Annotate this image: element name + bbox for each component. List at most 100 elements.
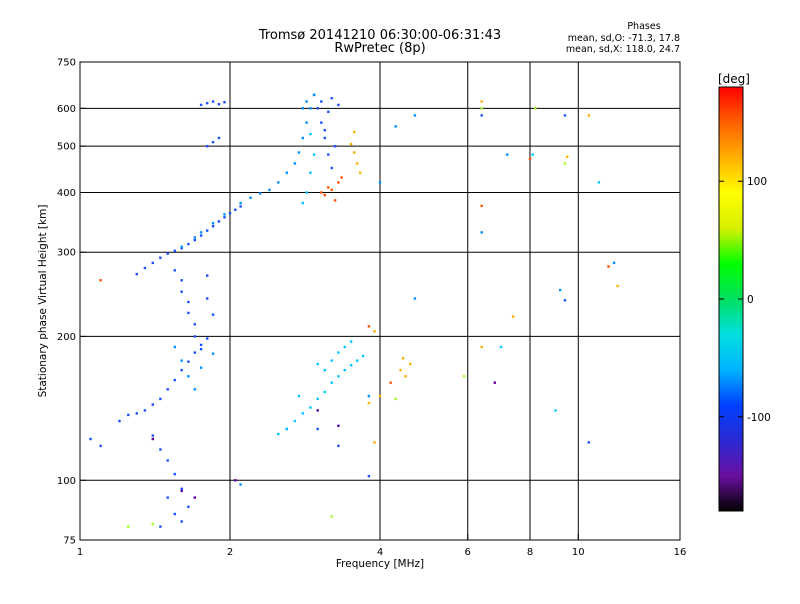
- data-point: [193, 238, 196, 242]
- data-point: [340, 176, 343, 179]
- data-point: [353, 130, 356, 134]
- data-point: [337, 424, 340, 427]
- data-point: [309, 132, 312, 136]
- data-point: [480, 100, 483, 103]
- y-tick-label: 75: [63, 536, 76, 547]
- data-point: [180, 245, 183, 248]
- data-point: [180, 520, 183, 523]
- data-point: [587, 114, 590, 117]
- data-point: [89, 437, 92, 441]
- data-point: [199, 348, 203, 351]
- data-point: [293, 419, 297, 423]
- data-point: [330, 188, 333, 192]
- data-point: [166, 388, 169, 391]
- x-tick-label: 6: [465, 547, 471, 558]
- data-point: [373, 441, 376, 444]
- data-point: [320, 191, 323, 194]
- data-point: [187, 505, 190, 508]
- data-point: [401, 357, 405, 360]
- data-point: [316, 409, 319, 412]
- data-point: [394, 125, 397, 128]
- data-point: [367, 475, 371, 478]
- y-tick-label: 300: [57, 248, 76, 259]
- colorbar-ticks: 100 0 -100: [719, 176, 771, 424]
- data-point: [193, 351, 196, 354]
- data-point: [277, 432, 280, 436]
- y-tick-label: 200: [57, 332, 76, 343]
- data-point: [333, 199, 337, 202]
- data-point: [180, 246, 183, 250]
- data-point: [99, 444, 102, 448]
- data-point: [239, 205, 242, 208]
- data-point: [127, 525, 130, 528]
- data-point: [99, 279, 102, 282]
- chart-subtitle: RwPretec (8p): [334, 41, 425, 56]
- data-point: [607, 265, 610, 268]
- data-point: [373, 330, 376, 333]
- data-point: [239, 201, 242, 205]
- data-point: [173, 249, 176, 252]
- data-point: [327, 110, 330, 113]
- data-point: [333, 145, 337, 148]
- data-point: [349, 340, 353, 343]
- data-point: [343, 368, 346, 372]
- data-point: [349, 364, 353, 367]
- data-point: [180, 487, 183, 490]
- data-point: [506, 153, 509, 156]
- x-tick-label: 10: [572, 547, 585, 558]
- data-point: [327, 153, 330, 156]
- data-point: [199, 366, 203, 369]
- data-point: [612, 261, 616, 265]
- data-point: [127, 413, 130, 417]
- data-point: [166, 496, 169, 499]
- data-point: [206, 229, 209, 232]
- data-point: [206, 102, 209, 105]
- x-tick-label: 8: [527, 547, 533, 558]
- data-point: [531, 153, 534, 156]
- data-point: [206, 274, 209, 277]
- data-point: [330, 359, 333, 362]
- data-point: [480, 231, 483, 234]
- data-point: [309, 406, 312, 409]
- data-point: [330, 381, 333, 384]
- data-point: [554, 409, 557, 412]
- x-axis-ticks: 1 2 4 6 8 10 16: [77, 534, 687, 558]
- data-point: [597, 181, 601, 184]
- x-tick-label: 16: [674, 547, 687, 558]
- y-tick-label: 750: [57, 58, 76, 69]
- data-point: [349, 142, 353, 146]
- colorbar-tick-label: 100: [747, 176, 767, 188]
- data-point: [211, 313, 215, 316]
- data-point: [316, 397, 319, 401]
- data-point: [337, 351, 340, 354]
- data-point: [199, 231, 203, 234]
- data-point: [223, 213, 226, 216]
- data-point: [404, 375, 407, 378]
- data-point: [361, 354, 365, 358]
- x-axis-label: Frequency [MHz]: [336, 558, 424, 570]
- data-point: [234, 479, 237, 482]
- data-point: [367, 394, 371, 398]
- data-point: [285, 171, 288, 174]
- y-axis-label: Stationary phase Virtual Height [km]: [37, 205, 49, 398]
- data-point: [378, 181, 382, 184]
- data-point: [480, 204, 483, 208]
- data-point: [187, 360, 190, 363]
- data-point: [259, 192, 262, 195]
- data-point: [323, 390, 326, 394]
- x-tick-label: 2: [227, 547, 233, 558]
- data-point: [480, 114, 483, 117]
- data-point: [323, 193, 326, 197]
- y-tick-label: 500: [57, 142, 76, 153]
- data-point: [159, 397, 162, 401]
- data-point: [337, 444, 340, 448]
- phase-info-o: mean, sd,O: -71.3, 17.8: [568, 33, 680, 44]
- data-point: [211, 100, 215, 103]
- data-point: [337, 375, 340, 378]
- data-point: [187, 311, 190, 315]
- data-point: [193, 388, 196, 391]
- data-point: [297, 394, 301, 398]
- data-point: [228, 212, 232, 215]
- data-point: [173, 269, 176, 272]
